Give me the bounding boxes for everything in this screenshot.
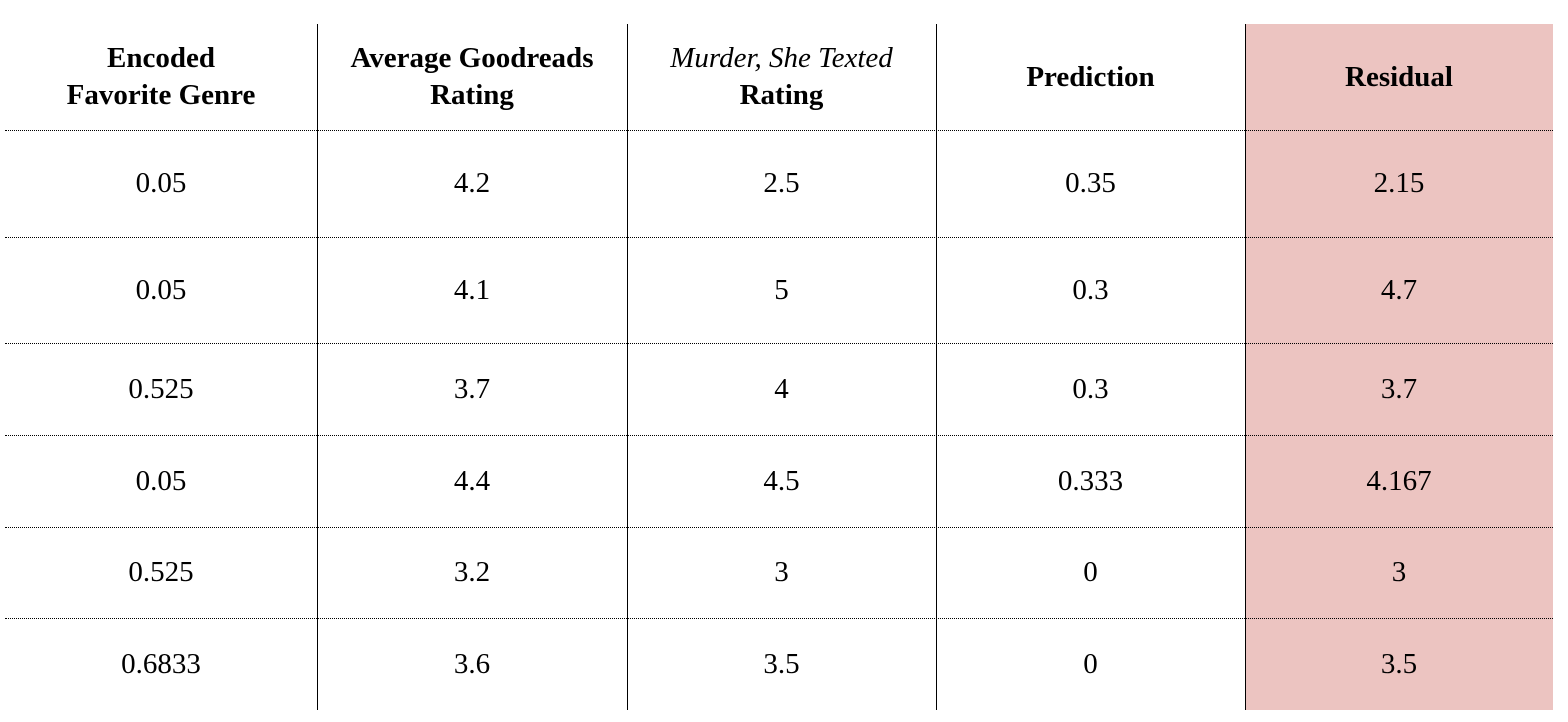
header-cell: Prediction <box>936 24 1245 130</box>
table-cell: 0.525 <box>128 372 194 405</box>
table-cell: 3 <box>1391 556 1407 588</box>
header-text: Favorite Genre <box>66 79 256 111</box>
table-cell: 2.5 <box>763 167 800 199</box>
column-divider <box>627 24 628 710</box>
header-cell: Encoded Favorite Genre <box>5 24 317 130</box>
row-divider <box>5 618 1553 619</box>
table-cell: 0.05 <box>135 167 187 199</box>
header-text: Average Goodreads <box>350 42 594 74</box>
row-divider <box>5 527 1553 528</box>
table-cell: 4.4 <box>453 464 491 497</box>
row-divider <box>5 343 1553 344</box>
header-cell: Residual <box>1245 24 1553 130</box>
table-cell: 3.5 <box>763 647 800 680</box>
table-cell: 4.167 <box>1366 464 1432 497</box>
table-cell: 4.2 <box>453 167 491 199</box>
highlight-column <box>1245 24 1553 710</box>
table-cell: 3.2 <box>453 556 491 588</box>
header-cell: Average Goodreads Rating <box>317 24 627 130</box>
row-divider <box>5 435 1553 436</box>
table-cell: 0.35 <box>1065 167 1116 199</box>
table-cell: 0.525 <box>128 556 194 588</box>
table-cell: 2.15 <box>1373 167 1425 199</box>
table-cell: 0 <box>1083 556 1098 588</box>
row-divider <box>5 130 1553 131</box>
header-text: Prediction <box>1026 60 1155 93</box>
table-cell: 0.05 <box>135 464 187 497</box>
table-cell: 3.7 <box>453 372 491 405</box>
table-cell: 3 <box>774 556 789 588</box>
column-divider <box>1245 24 1246 710</box>
table-cell: 0.6833 <box>121 647 201 680</box>
table-cell: 4.7 <box>1380 273 1418 306</box>
table-cell: 0 <box>1083 647 1098 680</box>
table-cell: 4.1 <box>453 273 491 306</box>
table-cell: 4.5 <box>763 464 800 497</box>
header-text: Encoded <box>107 42 215 74</box>
header-text: Residual <box>1345 60 1453 93</box>
table-cell: 0.333 <box>1057 464 1124 497</box>
table-cell: 4 <box>774 372 789 405</box>
header-text: Rating <box>430 79 514 111</box>
column-divider <box>936 24 937 710</box>
table-cell: 0.05 <box>135 273 187 306</box>
header-text: Murder, She Texted <box>670 42 893 74</box>
header-text: Rating <box>739 79 824 111</box>
header-cell: Murder, She Texted Rating <box>627 24 936 130</box>
table-cell: 0.3 <box>1072 273 1109 306</box>
table-cell: 0.3 <box>1072 372 1109 405</box>
table-cell: 5 <box>774 273 789 306</box>
table-cell: 3.5 <box>1380 647 1418 680</box>
row-divider <box>5 237 1553 238</box>
table-cell: 3.6 <box>453 647 491 680</box>
column-divider <box>317 24 318 710</box>
table-cell: 3.7 <box>1380 372 1418 405</box>
